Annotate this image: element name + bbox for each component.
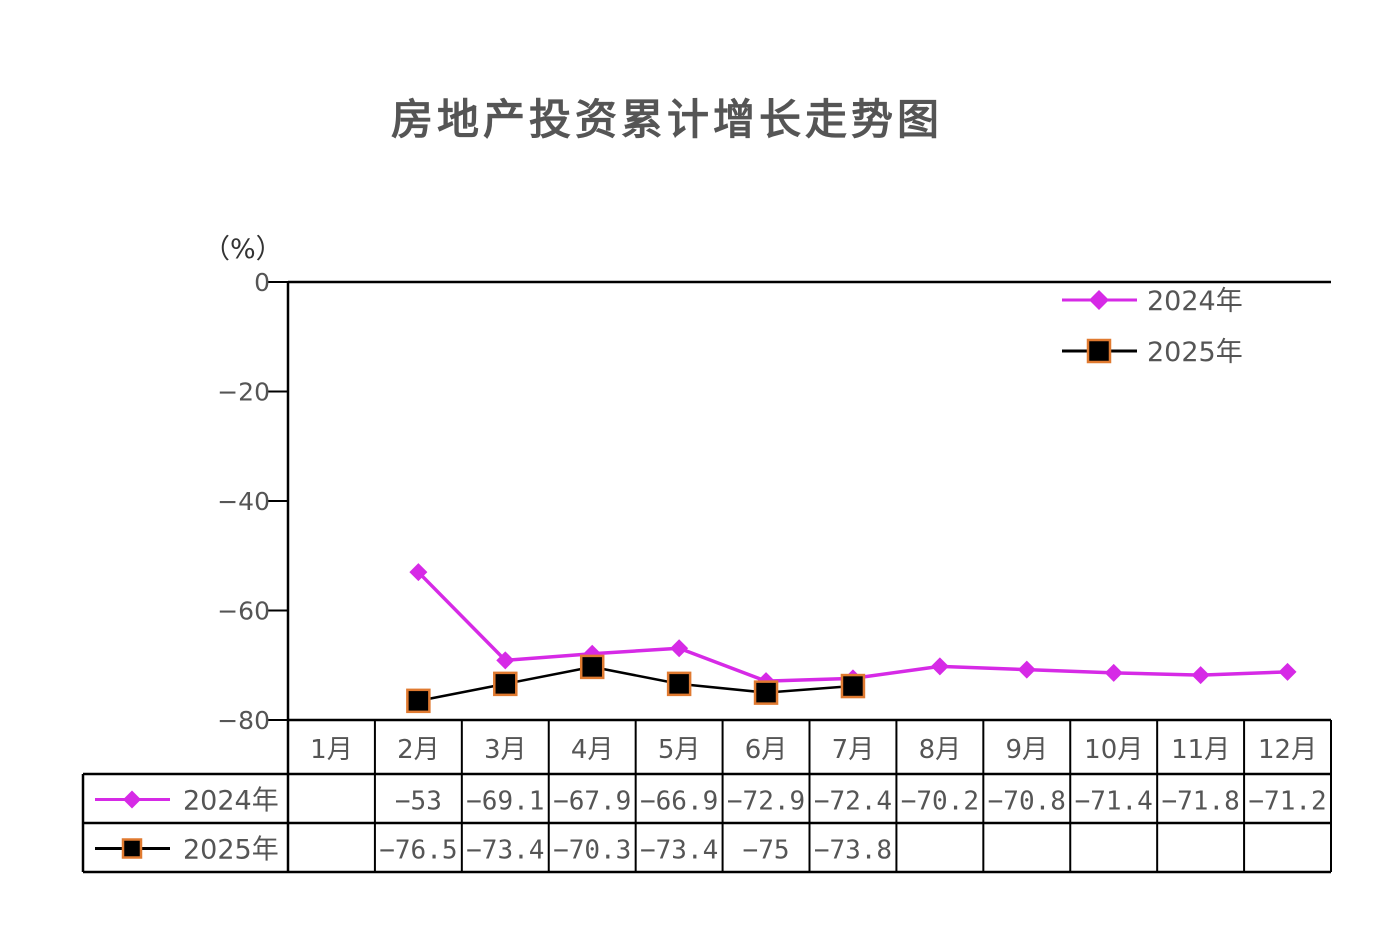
x-category-label: 11月 — [1171, 735, 1230, 765]
x-category-label: 6月 — [745, 735, 788, 765]
data-point — [409, 563, 428, 582]
table-cell-value: −72.9 — [727, 787, 805, 817]
y-tick-label: −40 — [217, 487, 270, 516]
y-axis-unit: （%） — [203, 234, 283, 265]
table-cell-value: −76.5 — [379, 836, 457, 866]
table-cell-value: −72.4 — [814, 787, 892, 817]
table-cell-value: −71.8 — [1161, 787, 1239, 817]
x-category-label: 5月 — [658, 735, 701, 765]
x-category-label: 10月 — [1084, 735, 1143, 765]
legend-marker — [1089, 290, 1109, 310]
data-point — [1278, 662, 1297, 681]
data-point — [579, 654, 605, 680]
table-key-marker — [121, 838, 143, 859]
series-layer — [406, 563, 1297, 714]
legend-label: 2024年 — [1147, 286, 1243, 317]
data-point — [1104, 663, 1123, 682]
table-cell-value: −70.3 — [553, 836, 631, 866]
data-point — [1191, 666, 1210, 685]
series-line — [417, 570, 1288, 683]
data-point — [666, 671, 692, 697]
y-tick-label: −60 — [217, 597, 270, 626]
x-category-label: 4月 — [571, 735, 614, 765]
x-category-label: 8月 — [919, 735, 962, 765]
data-point — [840, 673, 866, 699]
table-cell-value: −73.4 — [640, 836, 718, 866]
table-cell-value: −71.2 — [1248, 787, 1326, 817]
y-tick-label: −20 — [217, 378, 270, 407]
table-series-name: 2025年 — [183, 835, 279, 866]
table-cell-value: −67.9 — [553, 787, 631, 817]
table-cell-value: −70.8 — [988, 787, 1066, 817]
data-point — [930, 657, 949, 676]
table-cell-value: −70.2 — [901, 787, 979, 817]
x-category-label: 3月 — [484, 735, 527, 765]
table-cell-value: −66.9 — [640, 787, 718, 817]
data-point — [406, 688, 431, 714]
x-category-label: 2月 — [397, 735, 440, 765]
table-cell-value: −53 — [395, 787, 442, 817]
x-category-label: 1月 — [310, 735, 353, 765]
data-point — [670, 639, 689, 658]
data-point — [493, 671, 518, 697]
data-point — [753, 680, 779, 705]
table-cell-value: −75 — [743, 836, 790, 866]
y-tick-label: 0 — [254, 268, 270, 297]
table-key-marker — [123, 790, 141, 809]
table-cell-value: −71.4 — [1075, 787, 1153, 817]
chart-title: 房地产投资累计增长走势图 — [391, 95, 943, 144]
table-cell-value: −73.4 — [466, 836, 544, 866]
data-point — [1017, 660, 1036, 679]
x-category-label: 9月 — [1006, 735, 1049, 765]
table-cell-value: −73.8 — [814, 836, 892, 866]
x-category-label: 7月 — [832, 735, 875, 765]
y-tick-label: −80 — [217, 706, 270, 735]
data-point — [496, 651, 515, 670]
series-line — [418, 665, 854, 703]
legend-marker — [1086, 338, 1112, 364]
table-series-name: 2024年 — [183, 786, 279, 817]
data-table: 1月 2月 3月 4月 5月 6月 7月 8月 9月 10月 11月 12月 2024年 −53 −69.1… — [81, 718, 1332, 874]
x-category-label: 12月 — [1258, 735, 1317, 765]
axes: 0 −20 −40 −60 −80 — [217, 268, 1331, 872]
legend: 2024年 2025年 — [1062, 286, 1243, 368]
legend-label: 2025年 — [1147, 337, 1243, 368]
table-cell-value: −69.1 — [466, 787, 544, 817]
